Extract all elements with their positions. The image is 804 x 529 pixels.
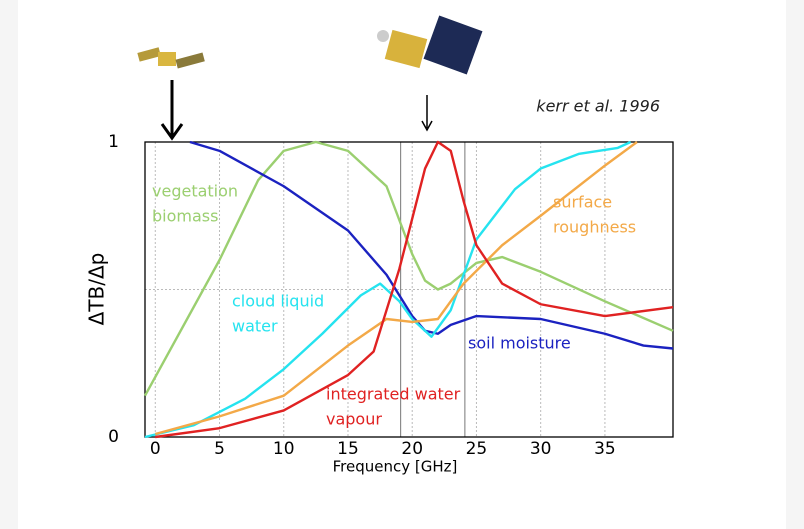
x-tick-label: 15 <box>337 439 359 459</box>
page: kerr et al. 1996 ΔTB/Δp Frequency [GHz] … <box>0 0 804 529</box>
series-label: surface <box>553 193 612 212</box>
annotation: kerr et al. 1996 <box>536 97 660 116</box>
series-label: integrated water <box>326 385 461 404</box>
x-tick-label: 35 <box>594 439 616 459</box>
series-label: roughness <box>553 218 636 237</box>
y-axis-label: ΔTB/Δp <box>85 253 109 326</box>
y-tick-label: 1 <box>108 132 119 152</box>
satellite-icon <box>377 16 482 130</box>
y-tick-label: 0 <box>108 427 119 447</box>
margin <box>786 0 804 529</box>
chart: kerr et al. 1996 ΔTB/Δp Frequency [GHz] … <box>0 0 804 529</box>
x-tick-label: 0 <box>150 439 161 459</box>
x-axis-label: Frequency [GHz] <box>333 458 458 476</box>
x-tick-label: 25 <box>466 439 488 459</box>
x-tick-label: 10 <box>273 439 295 459</box>
x-tick-label: 20 <box>401 439 423 459</box>
series-label: water <box>232 317 278 336</box>
series-label: soil moisture <box>468 334 571 353</box>
line <box>145 142 673 396</box>
margin <box>0 0 18 529</box>
x-tick-label: 5 <box>214 439 225 459</box>
x-tick-label: 30 <box>530 439 552 459</box>
series-label: biomass <box>152 207 218 226</box>
series-label: vegetation <box>152 182 238 201</box>
satellite-icon <box>137 47 204 138</box>
series-label: cloud liquid <box>232 292 324 311</box>
series-label: vapour <box>326 410 382 429</box>
